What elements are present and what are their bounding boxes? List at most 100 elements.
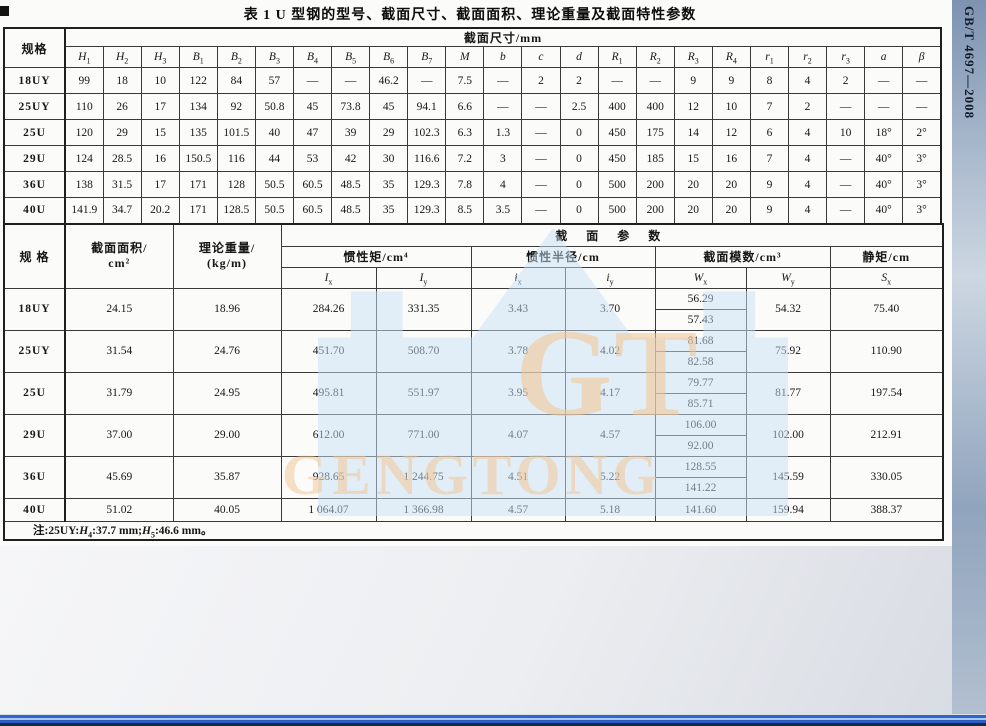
section-params-group-header: 截 面 参 数 bbox=[280, 223, 944, 247]
sx-cell: 197.54 bbox=[829, 371, 944, 415]
value-cell: 500 bbox=[597, 197, 637, 224]
value-cell: 171 bbox=[178, 197, 218, 224]
value-cell: 450 bbox=[597, 119, 637, 146]
value-cell: 6.6 bbox=[445, 93, 485, 120]
value-cell: 34.7 bbox=[102, 197, 142, 224]
value-cell: 84 bbox=[216, 67, 256, 94]
area-cell: 31.79 bbox=[64, 371, 174, 415]
table-row: 29U 37.00 29.00 612.00 771.00 4.07 4.57 106.00 1… bbox=[3, 413, 944, 457]
value-cell: 14 bbox=[673, 119, 713, 146]
ix-moment-cell: 284.26 bbox=[280, 287, 377, 331]
wx-cell: 56.29 bbox=[654, 287, 747, 310]
value-cell: — bbox=[826, 171, 866, 198]
value-cell: — bbox=[902, 93, 942, 120]
value-cell: — bbox=[521, 145, 561, 172]
column-header: r1 bbox=[749, 46, 789, 68]
value-cell: — bbox=[864, 67, 904, 94]
area-cell: 45.69 bbox=[64, 455, 174, 499]
ix-radius-cell: 4.07 bbox=[470, 413, 566, 457]
value-cell: 45 bbox=[292, 93, 333, 120]
value-cell: 101.5 bbox=[216, 119, 256, 146]
value-cell: 20 bbox=[711, 171, 751, 198]
weight-cell: 29.00 bbox=[172, 413, 282, 457]
sub-column-header: Ix bbox=[280, 266, 377, 289]
standard-number-label: GB/T 4697—2008 bbox=[962, 6, 977, 120]
value-cell: 150.5 bbox=[178, 145, 218, 172]
value-cell: 12 bbox=[673, 93, 713, 120]
iy-moment-cell: 1 366.98 bbox=[375, 497, 472, 522]
column-header: H1 bbox=[64, 46, 104, 68]
area-cell: 31.54 bbox=[64, 329, 174, 373]
ix-moment-cell: 1 064.07 bbox=[280, 497, 377, 522]
value-cell: 16 bbox=[711, 145, 751, 172]
value-cell: 44 bbox=[254, 145, 294, 172]
area-cell: 24.15 bbox=[64, 287, 174, 331]
value-cell: 175 bbox=[635, 119, 675, 146]
value-cell: 18 bbox=[102, 67, 142, 94]
wx-cell: 141.60 bbox=[654, 497, 747, 522]
value-cell: — bbox=[483, 67, 523, 94]
value-cell: 3.5 bbox=[483, 197, 523, 224]
section-parameters-table: 规 格截面面积/cm² 理论重量/(kg/m) 截 面 参 数惯性矩/cm⁴ 惯性半径… bbox=[3, 223, 945, 541]
value-cell: — bbox=[521, 171, 561, 198]
value-cell: 141.9 bbox=[64, 197, 104, 224]
value-cell: — bbox=[597, 67, 637, 94]
value-cell: 128 bbox=[216, 171, 256, 198]
sx-cell: 110.90 bbox=[829, 329, 944, 373]
value-cell: 7.5 bbox=[445, 67, 485, 94]
wx-cell: 57.43 bbox=[654, 308, 747, 331]
value-cell: 50.5 bbox=[254, 171, 294, 198]
table-row: 36U 138 31.5 17 171 128 50.5 60.5 48.5 35 129.3 7.8… bbox=[3, 171, 942, 198]
value-cell: 60.5 bbox=[292, 197, 333, 224]
value-cell: 40 bbox=[254, 119, 294, 146]
column-header: r2 bbox=[787, 46, 828, 68]
spec-column-header: 规 格 bbox=[3, 223, 66, 289]
value-cell: 47 bbox=[292, 119, 333, 146]
page-edge-strip: GB/T 4697—2008 bbox=[952, 0, 986, 726]
iy-radius-cell: 5.22 bbox=[564, 455, 656, 499]
value-cell: 135 bbox=[178, 119, 218, 146]
spec-cell: 25UY bbox=[3, 329, 66, 373]
value-cell: 134 bbox=[178, 93, 218, 120]
value-cell: 15 bbox=[673, 145, 713, 172]
value-cell: 2° bbox=[902, 119, 942, 146]
iy-moment-cell: 551.97 bbox=[375, 371, 472, 415]
value-cell: 40° bbox=[864, 171, 904, 198]
scan-paper: 表 1 U 型钢的型号、截面尺寸、截面面积、理论重量及截面特性参数 规格 截面尺寸… bbox=[0, 0, 952, 546]
value-cell: 7 bbox=[749, 145, 789, 172]
wy-cell: 159.94 bbox=[745, 497, 831, 522]
value-cell: 10 bbox=[826, 119, 866, 146]
value-cell: 29 bbox=[369, 119, 409, 146]
note: 注:25UY:H4:37.7 mm;H5:46.6 mm。 bbox=[3, 520, 944, 541]
header-line: cm² bbox=[108, 256, 131, 271]
ix-moment-cell: 451.70 bbox=[280, 329, 377, 373]
sub-column-header: Iy bbox=[375, 266, 472, 289]
sx-cell: 75.40 bbox=[829, 287, 944, 331]
column-header: R3 bbox=[673, 46, 713, 68]
value-cell: 400 bbox=[635, 93, 675, 120]
column-header: B4 bbox=[292, 46, 333, 68]
group-header: 惯性半径/cm bbox=[470, 245, 656, 268]
weight-cell: 24.76 bbox=[172, 329, 282, 373]
value-cell: 4 bbox=[787, 197, 828, 224]
scan-artifact bbox=[0, 6, 9, 16]
value-cell: 48.5 bbox=[331, 197, 371, 224]
column-header: R2 bbox=[635, 46, 675, 68]
table-row: 40U 51.02 40.05 1 064.07 1 366.98 4.57 5.18 141… bbox=[3, 497, 944, 522]
value-cell: 20 bbox=[673, 197, 713, 224]
value-cell: 40° bbox=[864, 197, 904, 224]
column-header: H3 bbox=[140, 46, 180, 68]
value-cell: 7.8 bbox=[445, 171, 485, 198]
iy-moment-cell: 1 244.75 bbox=[375, 455, 472, 499]
value-cell: 2.5 bbox=[559, 93, 599, 120]
column-header: B3 bbox=[254, 46, 294, 68]
group-header: 静矩/cm bbox=[829, 245, 944, 268]
value-cell: — bbox=[826, 93, 866, 120]
value-cell: 6.3 bbox=[445, 119, 485, 146]
sx-cell: 330.05 bbox=[829, 455, 944, 499]
iy-moment-cell: 331.35 bbox=[375, 287, 472, 331]
iy-radius-cell: 3.70 bbox=[564, 287, 656, 331]
value-cell: 48.5 bbox=[331, 171, 371, 198]
value-cell: 73.8 bbox=[331, 93, 371, 120]
header-line: 理论重量/ bbox=[198, 241, 256, 256]
